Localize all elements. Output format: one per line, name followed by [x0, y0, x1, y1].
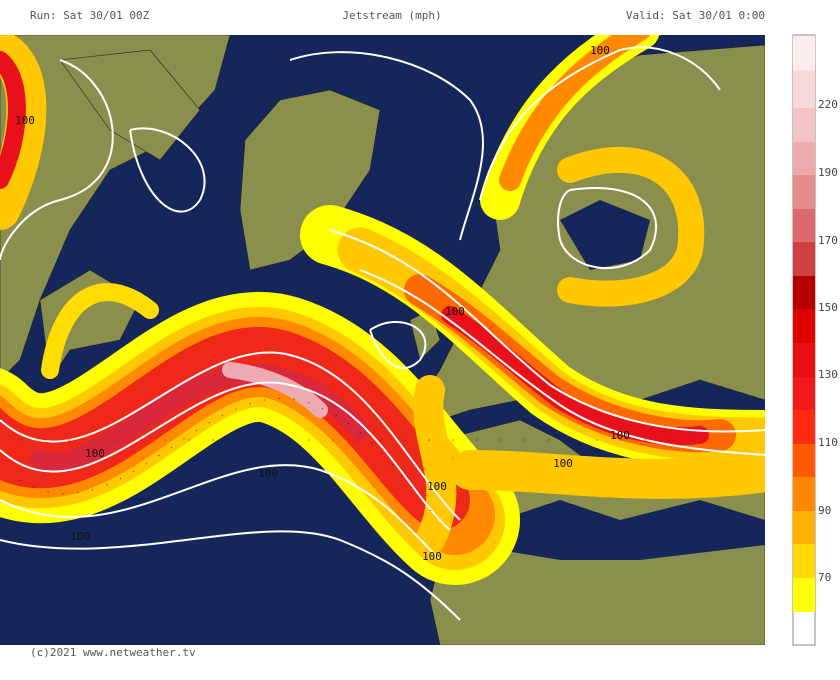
contour-labels: 100 100 100 100 100 100 100 100 100 100: [15, 44, 630, 563]
footer-credit: (c)2021 www.netweather.tv: [30, 646, 196, 659]
contour-label: 100: [15, 114, 35, 127]
colorbar-label: 130: [818, 368, 838, 381]
run-label: Run: Sat 30/01 00Z: [30, 9, 150, 22]
map: 100 100 100 100 100 100 100 100 100 100: [0, 35, 765, 645]
jet-streams: [0, 35, 765, 585]
map-title: Jetstream (mph): [342, 9, 441, 22]
colorbar-label: 70: [818, 571, 831, 584]
colorbar-label: 150: [818, 301, 838, 314]
colorbar-label: 190: [818, 166, 838, 179]
contour-label: 100: [553, 457, 573, 470]
colorbar-label: 170: [818, 234, 838, 247]
contour-label: 100: [70, 530, 90, 543]
valid-label: Valid: Sat 30/01 0:00: [626, 9, 765, 22]
colorbar: 70 90 110 130 150 170 190 220: [792, 34, 838, 646]
contour-label: 100: [85, 447, 105, 460]
colorbar-label: 110: [818, 436, 838, 449]
contour-label: 100: [427, 480, 447, 493]
contours: [0, 46, 765, 621]
colorbar-label: 90: [818, 504, 831, 517]
contour-label: 100: [445, 305, 465, 318]
contour-label: 100: [422, 550, 442, 563]
contour-label: 100: [590, 44, 610, 57]
contour-label: 100: [610, 429, 630, 442]
sea-inlets: [500, 200, 765, 560]
colorbar-label: 220: [818, 98, 838, 111]
contour-label: 100: [258, 467, 278, 480]
